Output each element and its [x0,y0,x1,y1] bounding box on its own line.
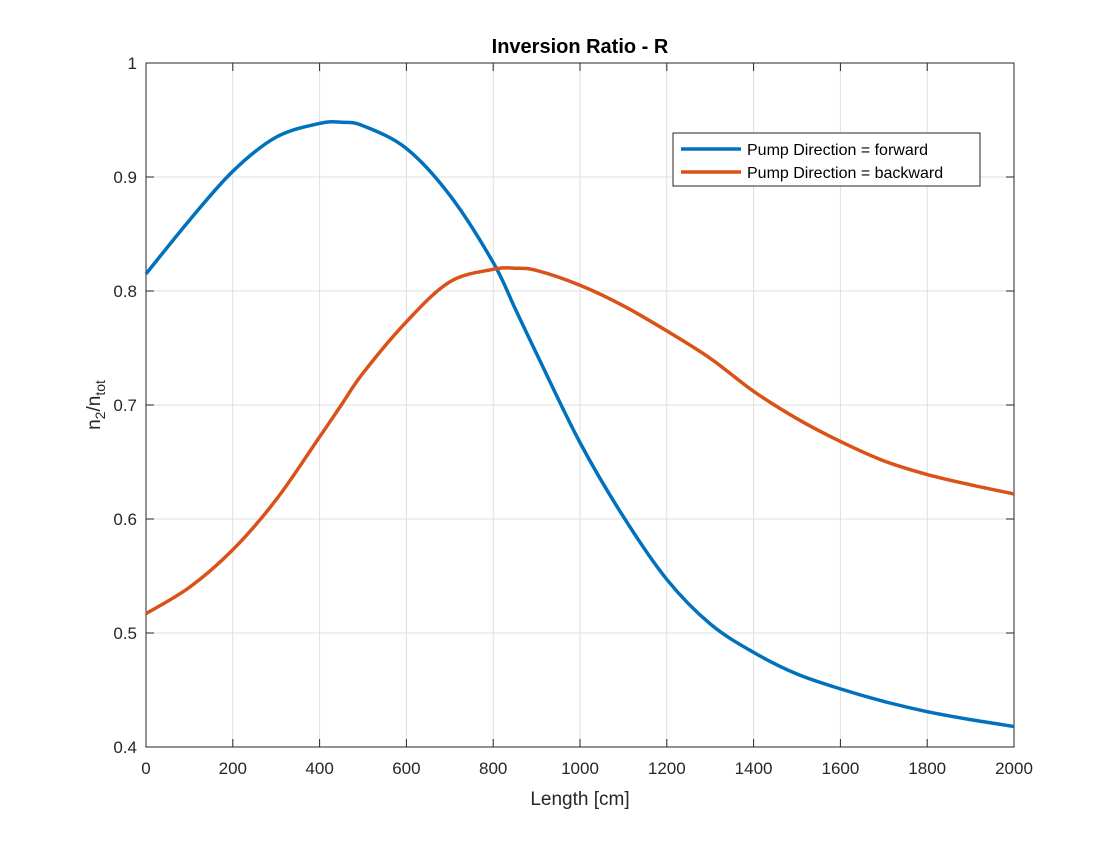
legend-label-forward: Pump Direction = forward [747,142,928,159]
ticks: 0 200 400 600 800 1000 1200 1400 1600 1800 2000 0.4… [113,54,1033,778]
y-axis-label-base: n [84,419,105,430]
x-tick-label: 2000 [995,759,1033,778]
x-tick-label: 0 [141,759,150,778]
y-tick-label: 0.8 [113,282,137,301]
legend: Pump Direction = forward Pump Direction … [672,132,981,187]
x-tick-label: 1800 [908,759,946,778]
y-tick-label: 0.5 [113,624,137,643]
chart-title: Inversion Ratio - R [492,36,669,58]
series-backward-line [145,266,1015,616]
x-tick-label: 1200 [648,759,686,778]
y-axis-label-subscript-2: tot [92,380,108,396]
x-tick-label: 200 [219,759,247,778]
x-tick-label: 1400 [735,759,773,778]
x-tick-label: 800 [479,759,507,778]
y-tick-label: 0.6 [113,510,137,529]
x-tick-label: 400 [305,759,333,778]
y-tick-label: 0.9 [113,168,137,187]
x-tick-label: 1000 [561,759,599,778]
y-axis-label-subscript-1: 2 [92,411,108,419]
x-tick-label: 600 [392,759,420,778]
legend-label-backward: Pump Direction = backward [747,165,943,182]
x-tick-label: 1600 [821,759,859,778]
y-axis-label: n2/ntot [84,380,108,430]
y-axis-label-denominator: /n [84,396,105,412]
series-forward-line [144,120,1015,729]
y-tick-label: 0.4 [113,738,137,757]
series [144,120,1015,729]
y-tick-label: 0.7 [113,396,137,415]
legend-box [672,132,981,187]
y-tick-label: 1 [128,54,137,73]
x-axis-label: Length [cm] [530,789,629,810]
